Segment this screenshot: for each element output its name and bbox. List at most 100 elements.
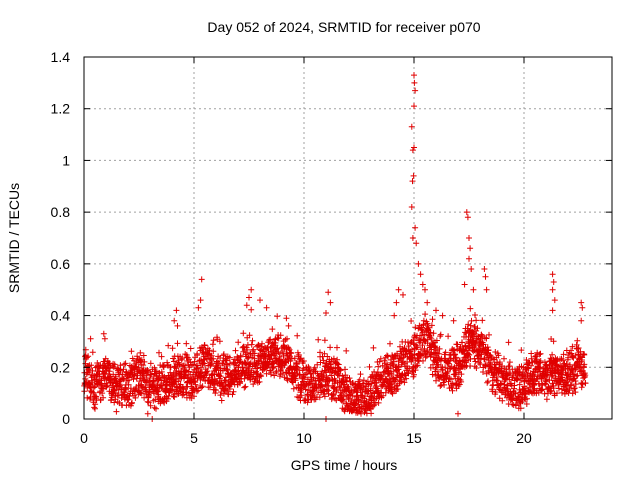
data-point <box>451 347 458 353</box>
data-point <box>206 347 213 354</box>
data-point <box>579 304 586 311</box>
data-point <box>430 330 437 337</box>
data-point <box>90 389 97 396</box>
data-point <box>409 367 416 374</box>
data-point <box>423 353 430 359</box>
data-point <box>512 401 519 408</box>
data-point <box>518 395 525 402</box>
data-point <box>549 271 556 278</box>
data-point <box>466 235 472 241</box>
data-point <box>243 302 250 309</box>
data-point <box>183 340 190 347</box>
data-point <box>485 347 492 353</box>
axis-ticks <box>83 56 612 420</box>
data-point <box>415 260 422 267</box>
data-point <box>574 372 581 379</box>
data-point <box>427 329 434 336</box>
data-point <box>412 224 419 231</box>
data-point <box>150 379 157 385</box>
data-point <box>210 337 217 344</box>
data-point <box>134 353 141 360</box>
y-tick-label: 1 <box>62 152 70 168</box>
data-point <box>292 377 299 384</box>
data-point <box>250 346 257 353</box>
data-point <box>217 373 224 380</box>
data-point <box>549 307 556 314</box>
data-point <box>581 351 588 358</box>
data-point <box>569 371 576 378</box>
data-point <box>235 339 242 346</box>
data-point <box>325 289 332 296</box>
data-point <box>227 360 233 367</box>
data-point <box>241 343 247 350</box>
chart-title: Day 052 of 2024, SRMTID for receiver p07… <box>207 19 480 35</box>
data-point <box>528 350 535 357</box>
data-point <box>543 396 550 403</box>
data-point <box>342 377 349 384</box>
data-point <box>248 286 255 293</box>
data-point <box>164 395 171 402</box>
data-point <box>389 390 396 397</box>
data-point <box>137 349 144 356</box>
data-point <box>232 347 239 354</box>
data-point <box>422 286 428 293</box>
data-point <box>85 353 92 360</box>
data-point <box>169 345 176 352</box>
data-point <box>124 397 131 403</box>
data-point <box>495 352 502 359</box>
data-point <box>144 398 151 405</box>
data-point <box>368 410 375 417</box>
data-point <box>82 375 89 382</box>
data-point <box>314 361 321 368</box>
data-point <box>100 330 107 337</box>
data-point <box>217 392 224 399</box>
data-point <box>439 312 446 319</box>
data-point <box>549 286 556 293</box>
data-point <box>473 327 480 334</box>
data-point <box>571 385 577 392</box>
data-point <box>194 362 201 369</box>
data-point <box>92 364 99 371</box>
data-point <box>408 318 415 324</box>
data-point <box>327 344 334 351</box>
data-point <box>506 359 513 366</box>
data-point <box>578 317 585 324</box>
data-point <box>412 87 419 94</box>
data-point <box>254 365 261 372</box>
data-point <box>437 331 444 338</box>
data-point <box>112 373 119 380</box>
y-tick-label: 0.6 <box>51 256 71 272</box>
data-point <box>483 286 490 293</box>
data-point <box>185 368 192 375</box>
data-point <box>377 355 384 362</box>
data-point <box>323 310 329 316</box>
data-point <box>441 381 448 388</box>
data-point <box>559 377 566 384</box>
data-point <box>528 362 535 369</box>
data-point <box>523 401 530 407</box>
data-point <box>362 405 369 412</box>
data-point <box>226 386 233 392</box>
data-point <box>304 399 311 406</box>
data-point <box>251 350 258 357</box>
data-point <box>408 347 415 353</box>
data-point <box>171 358 177 365</box>
y-tick-label: 0.4 <box>51 308 71 324</box>
data-point <box>477 361 484 368</box>
data-point <box>285 345 292 352</box>
data-point <box>132 394 139 401</box>
data-point <box>517 405 524 412</box>
data-point <box>100 394 107 401</box>
data-point <box>421 331 428 338</box>
data-point <box>195 387 202 394</box>
data-point <box>269 326 276 333</box>
data-point <box>428 335 435 342</box>
data-point <box>198 276 205 283</box>
data-point <box>357 371 364 378</box>
data-point <box>328 372 335 379</box>
data-point <box>198 364 204 371</box>
data-point <box>566 387 573 394</box>
data-point <box>512 390 519 397</box>
data-point <box>458 378 465 385</box>
